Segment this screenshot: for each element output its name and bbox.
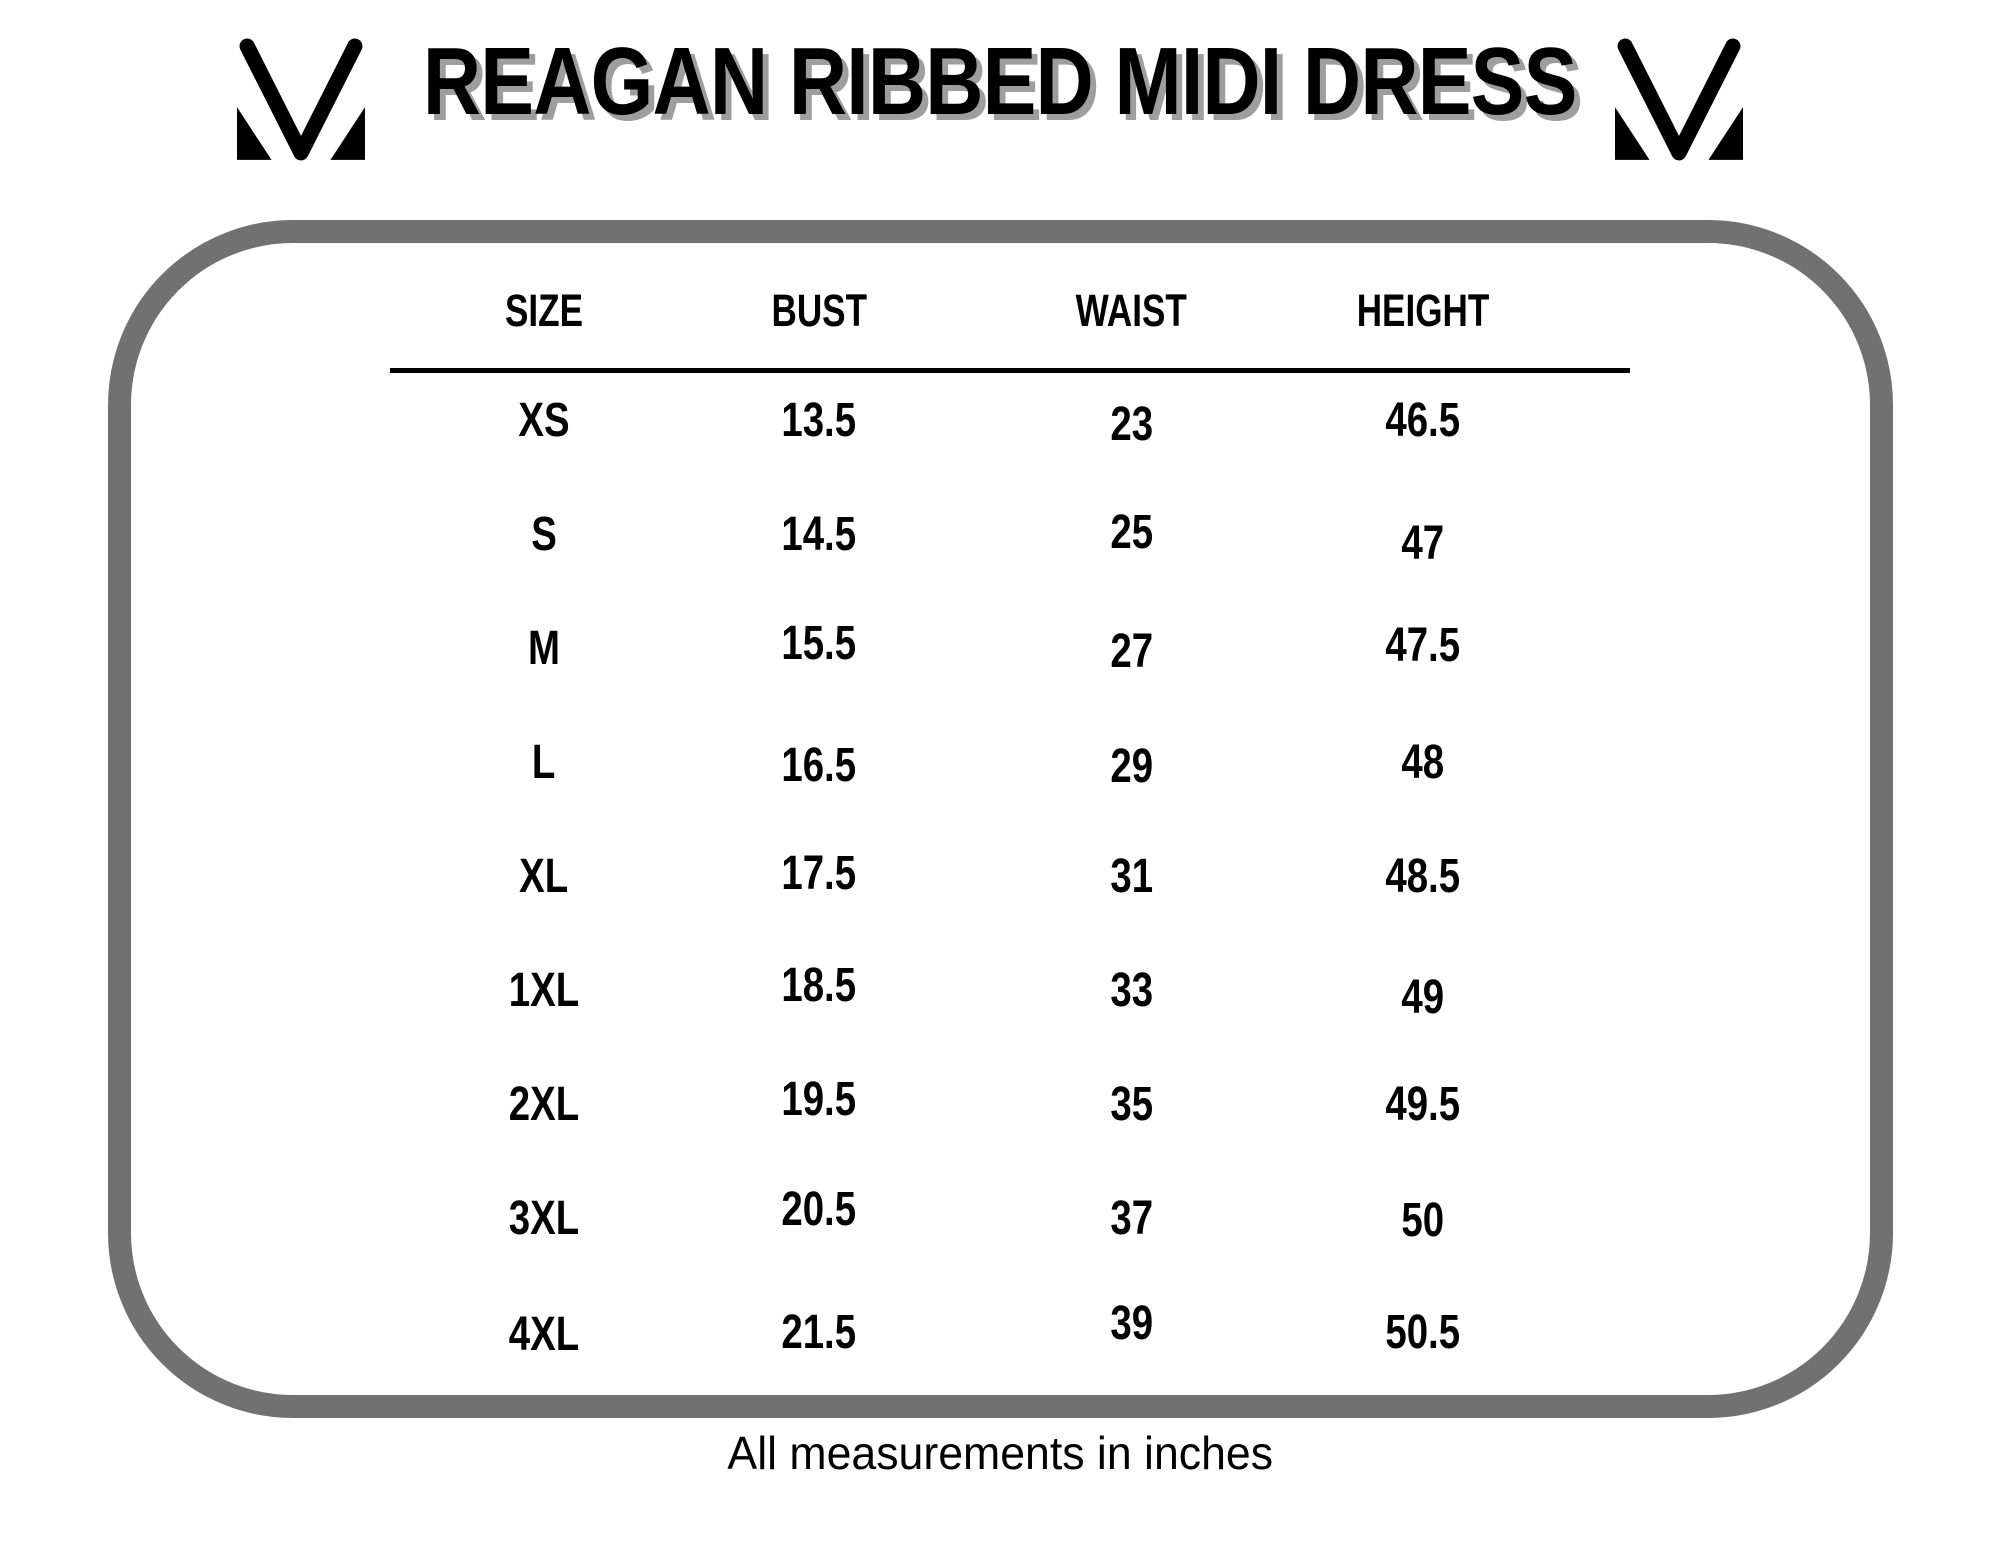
brand-monogram-icon — [237, 38, 365, 165]
page-title: REAGAN RIBBED MIDI DRESS — [0, 28, 2000, 135]
waist-cell: 37 — [1110, 1191, 1153, 1245]
size-cell: L — [532, 735, 556, 789]
waist-cell: 35 — [1110, 1077, 1153, 1131]
size-cell: XS — [518, 393, 570, 447]
height-cell: 47 — [1401, 516, 1445, 570]
size-cell: 4XL — [508, 1307, 579, 1361]
bust-cell: 13.5 — [781, 393, 857, 447]
table-row-xs: XS 13.5 23 46.5 — [390, 363, 1630, 477]
size-cell: 3XL — [508, 1191, 579, 1245]
table-body: XS 13.5 23 46.5 S 14.5 25 47 M 15.5 27 4… — [0, 363, 2000, 1389]
table-row-s: S 14.5 25 47 — [390, 477, 1630, 591]
size-cell: 1XL — [508, 963, 579, 1017]
bust-cell: 14.5 — [781, 507, 857, 561]
table-row-2xl: 2XL 19.5 35 49.5 — [390, 1047, 1630, 1161]
table-row-l: L 16.5 29 48 — [390, 705, 1630, 819]
waist-cell: 39 — [1110, 1296, 1153, 1350]
size-cell: M — [527, 621, 560, 675]
header-rule — [390, 368, 1630, 373]
table-row-4xl: 4XL 21.5 39 50.5 — [390, 1275, 1630, 1389]
height-cell: 50.5 — [1385, 1305, 1461, 1359]
table-row-xl: XL 17.5 31 48.5 — [390, 819, 1630, 933]
height-cell: 49 — [1401, 970, 1445, 1024]
bust-cell: 15.5 — [781, 616, 857, 670]
table-row-1xl: 1XL 18.5 33 49 — [390, 933, 1630, 1047]
height-cell: 46.5 — [1385, 393, 1461, 447]
bust-cell: 21.5 — [781, 1305, 857, 1359]
waist-cell: 29 — [1110, 739, 1153, 793]
measurements-note: All measurements in inches — [0, 1426, 2000, 1480]
waist-cell: 31 — [1110, 849, 1153, 903]
column-header-bust: BUST — [771, 285, 867, 336]
waist-cell: 25 — [1110, 505, 1153, 559]
height-cell: 50 — [1401, 1193, 1445, 1247]
measurements-note-text: All measurements in inches — [727, 1427, 1273, 1479]
table-row-m: M 15.5 27 47.5 — [390, 591, 1630, 705]
waist-cell: 23 — [1110, 397, 1153, 451]
table-row-3xl: 3XL 20.5 37 50 — [390, 1161, 1630, 1275]
bust-cell: 18.5 — [781, 958, 857, 1012]
bust-cell: 19.5 — [781, 1072, 857, 1126]
page-title-text: REAGAN RIBBED MIDI DRESS — [423, 28, 1578, 135]
bust-cell: 16.5 — [781, 738, 857, 792]
brand-monogram-icon — [1615, 38, 1743, 165]
column-header-height: HEIGHT — [1356, 285, 1490, 336]
size-cell: XL — [519, 849, 569, 903]
bust-cell: 20.5 — [781, 1182, 857, 1236]
size-cell: S — [530, 507, 557, 561]
height-cell: 48.5 — [1385, 849, 1461, 903]
height-cell: 49.5 — [1385, 1077, 1461, 1131]
column-header-waist: WAIST — [1075, 285, 1188, 336]
bust-cell: 17.5 — [781, 846, 857, 900]
column-header-size: SIZE — [504, 285, 583, 336]
size-chart-frame — [108, 220, 1893, 1418]
waist-cell: 33 — [1110, 963, 1153, 1017]
height-cell: 48 — [1401, 735, 1445, 789]
table-header-row: SIZE BUST WAIST HEIGHT — [390, 283, 1630, 339]
size-cell: 2XL — [508, 1077, 579, 1131]
height-cell: 47.5 — [1385, 618, 1461, 672]
waist-cell: 27 — [1110, 624, 1153, 678]
